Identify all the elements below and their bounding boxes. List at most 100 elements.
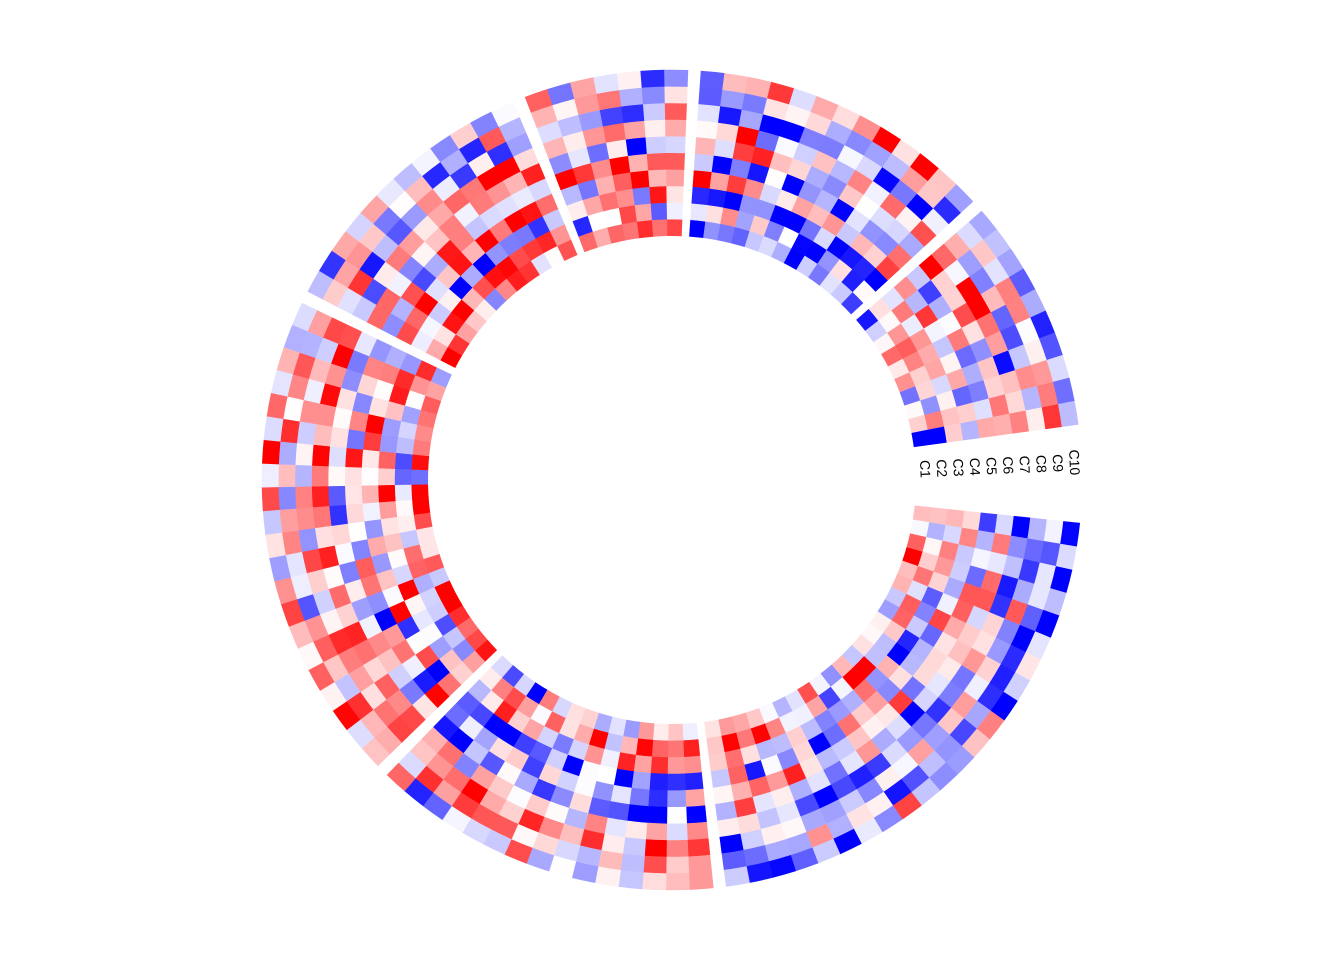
heatmap-cell	[519, 200, 543, 225]
heatmap-cell	[287, 374, 310, 401]
heatmap-cell	[645, 136, 667, 154]
heatmap-cell	[906, 533, 927, 552]
heatmap-cell	[551, 733, 574, 756]
heatmap-cell	[359, 251, 386, 279]
heatmap-cell	[735, 125, 760, 147]
heatmap-cell	[331, 523, 352, 546]
heatmap-cell	[666, 185, 684, 204]
heatmap-cell	[950, 664, 976, 692]
heatmap-cell	[460, 263, 485, 288]
heatmap-cell	[390, 296, 415, 322]
heatmap-cell	[623, 120, 646, 140]
heatmap-cell	[666, 823, 688, 841]
heatmap-cell	[548, 855, 577, 878]
heatmap-cell	[852, 115, 882, 142]
heatmap-cell	[362, 356, 385, 380]
heatmap-cell	[908, 414, 929, 434]
heatmap-cell	[345, 212, 374, 242]
heatmap-cell	[303, 378, 326, 404]
heatmap-cell	[527, 178, 552, 202]
heatmap-cell	[440, 592, 463, 615]
heatmap-cell	[593, 712, 613, 734]
heatmap-cell	[395, 499, 414, 518]
heatmap-cell	[887, 358, 910, 380]
heatmap-cell	[1050, 566, 1073, 594]
heatmap-cell	[567, 739, 589, 761]
heatmap-cell	[622, 837, 646, 857]
heatmap-cell	[407, 558, 429, 580]
heatmap-cell	[1009, 410, 1030, 434]
heatmap-cell	[280, 418, 300, 444]
heatmap-cell	[583, 813, 608, 835]
heatmap-cell	[496, 761, 522, 786]
heatmap-cell	[952, 302, 977, 329]
heatmap-cell	[926, 522, 946, 541]
heatmap-cell	[820, 664, 843, 688]
heatmap-cell	[707, 188, 727, 208]
heatmap-cell	[593, 73, 620, 94]
heatmap-cell	[315, 337, 339, 364]
heatmap-cell	[781, 173, 806, 197]
heatmap-cell	[432, 715, 459, 741]
heatmap-cell	[352, 638, 378, 666]
heatmap-cell	[685, 788, 706, 808]
heatmap-cell	[494, 278, 518, 301]
heatmap-cell	[401, 654, 426, 680]
heatmap-cell	[598, 191, 620, 212]
heatmap-cell	[817, 249, 841, 273]
heatmap-cell	[895, 206, 923, 233]
heatmap-cell	[410, 329, 434, 353]
heatmap-cell	[490, 655, 513, 678]
heatmap-cell	[651, 219, 668, 237]
heatmap-cell	[397, 420, 418, 440]
heatmap-cell	[749, 215, 770, 237]
heatmap-cell	[788, 778, 814, 802]
heatmap-cell	[621, 221, 640, 241]
heatmap-cell	[348, 410, 369, 432]
heatmap-cell	[368, 396, 390, 418]
heatmap-cell	[927, 426, 947, 445]
heatmap-cell	[794, 793, 820, 817]
heatmap-cell	[792, 740, 816, 764]
heatmap-cell	[910, 220, 937, 247]
heatmap-cell	[334, 673, 361, 702]
heatmap-cell	[983, 229, 1011, 259]
heatmap-cell	[771, 696, 793, 719]
heatmap-cell	[856, 777, 884, 804]
heatmap-cell	[864, 267, 888, 292]
heatmap-cell	[841, 644, 865, 668]
heatmap-cell	[994, 276, 1021, 305]
heatmap-cell	[280, 598, 305, 627]
heatmap-cell	[648, 789, 668, 808]
heatmap-cell	[313, 423, 333, 447]
heatmap-cell	[359, 709, 388, 738]
heatmap-cell	[467, 679, 492, 704]
heatmap-cell	[439, 148, 469, 176]
heatmap-cell	[759, 114, 785, 137]
heatmap-cell	[864, 752, 892, 779]
heatmap-cell	[736, 813, 761, 835]
heatmap-cell	[745, 707, 766, 729]
heatmap-cell	[994, 514, 1015, 536]
heatmap-cell	[650, 202, 668, 221]
heatmap-cell	[971, 630, 997, 657]
heatmap-cell	[599, 106, 624, 127]
heatmap-cell	[399, 353, 422, 376]
heatmap-cell	[829, 159, 856, 185]
heatmap-cell	[846, 169, 874, 196]
heatmap-cell	[904, 290, 929, 315]
heatmap-cell	[693, 153, 715, 173]
heatmap-cell	[319, 608, 344, 636]
heatmap-cell	[750, 723, 772, 745]
heatmap-cell	[384, 400, 406, 422]
heatmap-cell	[347, 269, 374, 297]
heatmap-cell	[394, 452, 413, 470]
heatmap-cell	[704, 719, 722, 739]
heatmap-cell	[899, 593, 922, 616]
heatmap-cell	[877, 599, 900, 621]
heatmap-cell	[1041, 404, 1063, 430]
heatmap-cell	[441, 311, 465, 335]
heatmap-cell	[616, 752, 637, 772]
heatmap-cell	[870, 727, 897, 753]
heatmap-cell	[969, 337, 993, 363]
